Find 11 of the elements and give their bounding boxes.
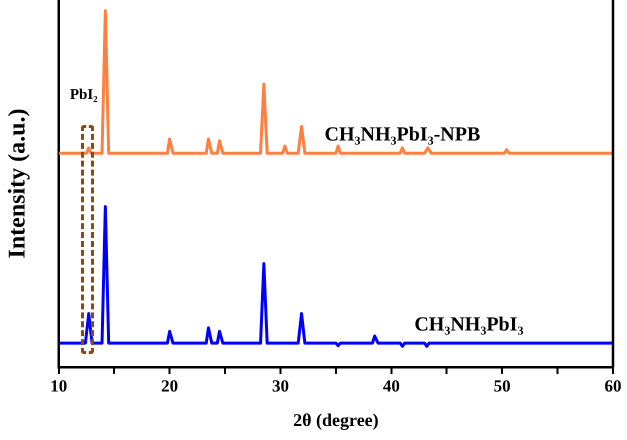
x-axis-title: 2θ (degree) [293, 410, 379, 430]
y-axis-title: Intensity (a.u.) [4, 108, 31, 259]
annotation: PbI₂ [70, 87, 98, 104]
x-tick-label: 50 [494, 376, 511, 396]
x-tick-label: 60 [604, 376, 622, 396]
x-tick-label: 30 [272, 376, 289, 396]
series-label: CH₃NH₃PbI₃ [414, 313, 524, 336]
x-tick-label: 40 [382, 376, 400, 396]
x-tick-label: 10 [50, 376, 68, 396]
series-label: CH₃NH₃PbI₃-NPB [324, 123, 480, 146]
x-tick-label: 20 [161, 376, 178, 396]
